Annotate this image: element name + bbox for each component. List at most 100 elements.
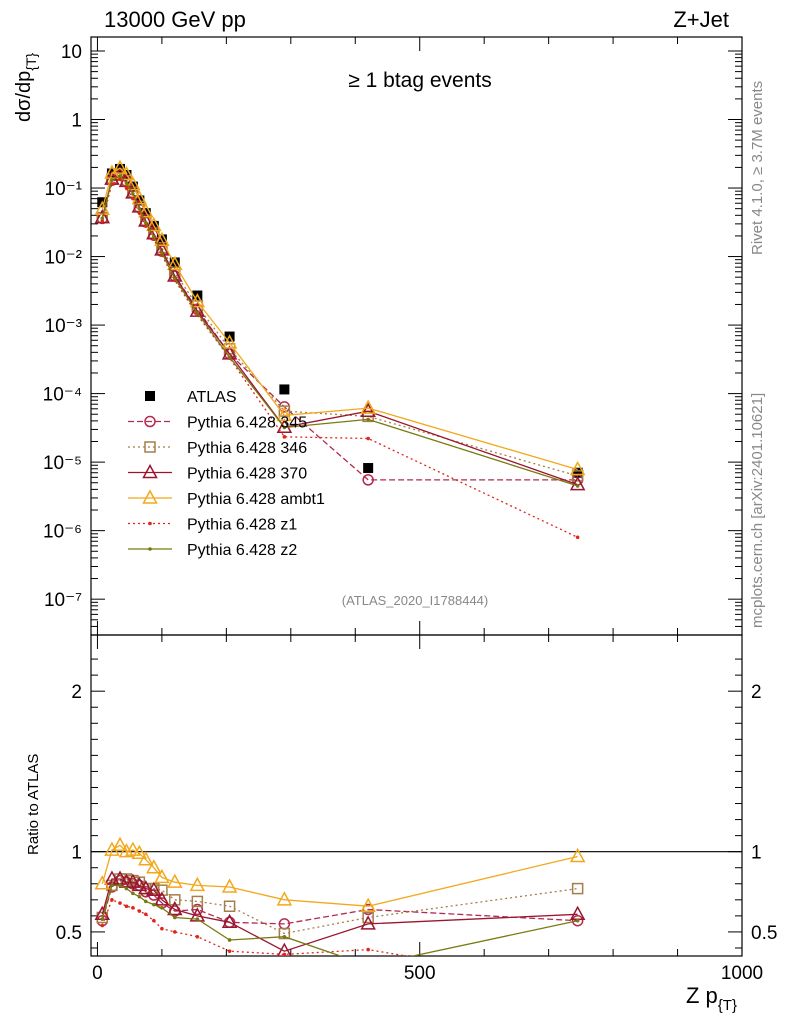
mcplots-label: mcplots.cern.ch [arXiv:2401.10621] <box>749 393 766 628</box>
data-point-ambt1 <box>131 190 148 205</box>
data-point-z2 <box>143 221 148 225</box>
legend-marker-ambt1 <box>142 489 158 504</box>
data-point-p370 <box>569 476 586 491</box>
ratio-point-z2 <box>172 915 177 920</box>
data-point-ambt1 <box>154 231 170 246</box>
data-point-ambt1 <box>360 399 376 414</box>
ratio-series-group <box>94 836 586 987</box>
data-point-p370 <box>360 402 376 417</box>
data-point-z2 <box>131 192 135 196</box>
main-y-tick-label: 10⁻¹ <box>45 179 83 200</box>
ratio-point-p370 <box>125 873 141 888</box>
ratio-line-ambt1 <box>101 844 578 907</box>
series-line-p346 <box>101 173 578 477</box>
data-point-z1 <box>100 219 105 223</box>
ratio-y-axis-label: Ratio to ATLAS <box>25 754 42 855</box>
ratio-point-z1 <box>576 983 580 987</box>
ratio-y-tick-label-right: 1 <box>751 843 762 864</box>
legend-entry-p346: Pythia 6.428 346 <box>128 440 307 457</box>
ratio-point-ambt1 <box>131 844 148 860</box>
ratio-point-z1 <box>124 904 129 909</box>
main-y-tick-label: 10⁻⁴ <box>43 385 82 406</box>
ratio-point-ambt1 <box>146 859 162 874</box>
series-line-p345 <box>101 174 578 481</box>
data-point-ambt1 <box>276 406 293 422</box>
legend-marker-p345 <box>144 415 156 428</box>
ratio-y-axis: 2 2 1 1 0.5 0.5 <box>56 658 777 949</box>
legend-marker-p370 <box>142 463 158 479</box>
legend-entry-p345: Pythia 6.428 345 <box>128 415 307 432</box>
legend-label-ambt1: Pythia 6.428 ambt1 <box>187 491 325 508</box>
legend-entry-p370: Pythia 6.428 370 <box>128 463 307 483</box>
x-tick-label: 1000 <box>721 963 763 984</box>
ratio-point-z2 <box>137 894 142 899</box>
ratio-point-ambt1 <box>276 891 293 906</box>
ratio-point-ambt1 <box>189 876 206 892</box>
ratio-point-p346 <box>571 882 584 895</box>
ratio-point-z2 <box>131 891 135 896</box>
series-line-z2 <box>101 175 578 487</box>
legend-marker-ATLAS <box>145 391 155 401</box>
data-point-z2 <box>110 178 114 183</box>
data-point-z2 <box>195 311 200 315</box>
data-point-p345 <box>362 474 374 486</box>
ratio-point-z1 <box>143 912 148 917</box>
legend-label-ATLAS: ATLAS <box>187 389 237 406</box>
ratio-point-ambt1 <box>569 847 586 863</box>
ratio-point-z1 <box>160 926 164 931</box>
legend-label-p346: Pythia 6.428 346 <box>187 440 307 457</box>
data-point-ATLAS <box>169 257 180 268</box>
data-point-ambt1 <box>94 200 111 216</box>
ratio-point-p370 <box>221 913 238 929</box>
ratio-point-z1 <box>282 952 287 956</box>
legend-entry-z2: Pythia 6.428 z2 <box>128 542 297 559</box>
legend-entry-ATLAS: ATLAS <box>145 389 237 406</box>
ratio-point-z1 <box>110 898 114 902</box>
data-point-ambt1 <box>104 164 120 179</box>
ratio-point-z1 <box>100 923 105 928</box>
data-point-z2 <box>152 234 156 239</box>
data-point-z2 <box>227 355 232 359</box>
ratio-point-ambt1 <box>154 868 170 884</box>
ratio-point-z1 <box>137 909 142 913</box>
main-y-tick-label: 1 <box>71 111 82 132</box>
ratio-point-p345 <box>191 903 204 916</box>
header-right-title: Z+Jet <box>673 7 729 32</box>
legend-entry-ambt1: Pythia 6.428 ambt1 <box>128 489 325 508</box>
series-line-z1 <box>101 178 578 538</box>
data-point-ambt1 <box>125 176 141 191</box>
ratio-point-p346 <box>169 894 181 906</box>
ratio-panel-frame <box>90 634 743 957</box>
main-y-tick-label: 10 <box>61 42 82 63</box>
rivet-version-label: Rivet 4.1.0, ≥ 3.7M events <box>749 81 766 255</box>
ratio-point-p370 <box>167 900 183 916</box>
x-tick-label: 500 <box>404 963 436 984</box>
ratio-point-ambt1 <box>138 851 154 866</box>
legend-label-p345: Pythia 6.428 345 <box>187 415 307 432</box>
legend-label-z2: Pythia 6.428 z2 <box>187 542 297 559</box>
ratio-point-ambt1 <box>360 897 376 912</box>
ratio-y-tick-label-right: 2 <box>751 682 762 703</box>
ratio-point-ambt1 <box>221 878 238 893</box>
x-axis: 0 500 1000 <box>92 37 763 984</box>
ratio-point-p370 <box>360 915 376 930</box>
ratio-point-p346 <box>223 900 236 912</box>
ratio-point-ambt1 <box>94 875 111 890</box>
data-point-ATLAS <box>363 463 374 474</box>
ratio-point-z2 <box>110 883 114 888</box>
legend: ATLAS Pythia 6.428 345 Pythia 6.428 346 Pyt… <box>128 389 325 559</box>
ratio-point-z1 <box>131 906 135 910</box>
ratio-point-p370 <box>131 876 148 892</box>
ratio-point-z2 <box>160 906 164 910</box>
data-point-z2 <box>137 206 142 211</box>
ratio-point-z2 <box>575 918 580 923</box>
ratio-point-ambt1 <box>167 873 183 888</box>
ratio-point-z2 <box>118 883 122 888</box>
data-point-ambt1 <box>118 165 135 181</box>
legend-entry-z1: Pythia 6.428 z1 <box>128 517 297 534</box>
data-point-z2 <box>118 174 122 178</box>
data-point-z2 <box>100 216 105 221</box>
data-point-z2 <box>160 251 164 255</box>
ratio-point-z1 <box>366 947 370 952</box>
ratio-point-z2 <box>366 964 370 968</box>
